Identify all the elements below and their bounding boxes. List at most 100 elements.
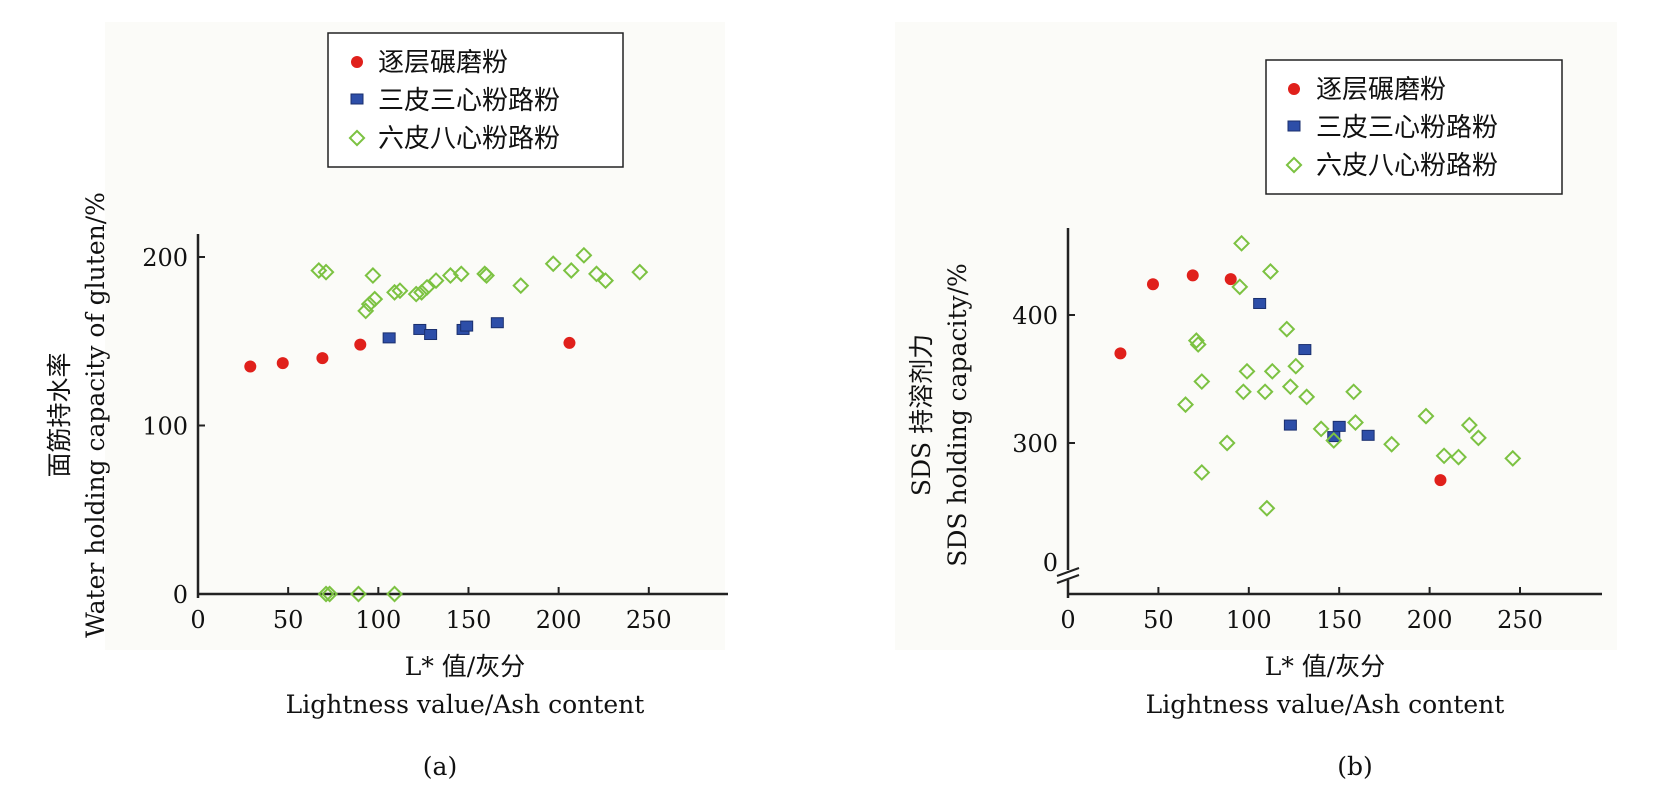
panel-b-point-6b8m-flour bbox=[1193, 373, 1211, 391]
panel-a-y-label-en: Water holding capacity of gluten/% bbox=[81, 192, 110, 638]
panel-a-legend-box bbox=[327, 32, 624, 168]
panel-b-point-6b8m-flour bbox=[1231, 278, 1249, 296]
panel-b-point-layered-milling bbox=[1186, 269, 1199, 282]
panel-a-x-tick-label: 50 bbox=[273, 606, 304, 634]
panel-a-y-label-cn: 面筋持水率 bbox=[45, 352, 74, 477]
panel-b-point-6b8m-flour bbox=[1262, 262, 1279, 280]
panel-b-point-6b8m-flour bbox=[1325, 431, 1343, 449]
panel-b-point-layered-milling bbox=[1114, 347, 1127, 360]
panel-b-point-6b8m-flour bbox=[1417, 407, 1435, 425]
panel-a-x-tick-label: 100 bbox=[355, 606, 401, 634]
panel-b-legend-label-1: 逐层碾磨粉 bbox=[1316, 75, 1446, 105]
panel-b-y-label-cn: SDS 持溶剂力 bbox=[907, 334, 936, 496]
panel-b-point-6b8m-flour bbox=[1450, 448, 1468, 466]
panel-a-legend-label-2: 三皮三心粉路粉 bbox=[378, 86, 560, 116]
panel-a-x-label-cn: L* 值/灰分 bbox=[405, 652, 525, 681]
panel-b-point-3b3m-flour bbox=[1361, 429, 1375, 441]
panel-a-caption: (a) bbox=[423, 752, 457, 781]
panel-a-point-6b8m-flour bbox=[478, 267, 495, 285]
panel-b-point-6b8m-flour bbox=[1187, 332, 1205, 350]
panel-b-point-layered-milling bbox=[1146, 278, 1159, 291]
panel-b-legend-marker-2 bbox=[1287, 120, 1301, 132]
panel-a-point-6b8m-flour bbox=[391, 282, 409, 300]
panel-a-point-3b3m-flour bbox=[490, 317, 504, 329]
panel-a-point-6b8m-flour bbox=[386, 585, 404, 603]
panel-a-x-label-en: Lightness value/Ash content bbox=[286, 690, 645, 719]
panel-b-y-tick-label: 0 bbox=[1043, 549, 1058, 577]
panel-a-point-6b8m-flour bbox=[418, 278, 436, 296]
panel-a-point-layered-milling bbox=[354, 338, 367, 351]
panel-a-point-6b8m-flour bbox=[544, 255, 562, 273]
panel-a-legend-label-3: 六皮八心粉路粉 bbox=[378, 124, 560, 154]
panel-a-y-tick-label: 100 bbox=[142, 413, 188, 441]
panel-a-x-tick-label: 200 bbox=[536, 606, 582, 634]
panel-b-x-tick-label: 0 bbox=[1060, 606, 1075, 634]
panel-a-point-layered-milling bbox=[244, 360, 257, 373]
panel-b-point-3b3m-flour bbox=[1298, 344, 1312, 356]
panel-a-legend-marker-3 bbox=[348, 129, 366, 147]
panel-b-x-tick-label: 250 bbox=[1497, 606, 1543, 634]
panel-a-point-6b8m-flour bbox=[588, 265, 605, 283]
panel-a-point-layered-milling bbox=[316, 352, 329, 365]
panel-a-y-tick-label: 0 bbox=[173, 581, 188, 609]
panel-b-legend: 逐层碾磨粉 三皮三心粉路粉 六皮八心粉路粉 bbox=[1265, 59, 1563, 195]
panel-b-point-6b8m-flour bbox=[1287, 357, 1305, 375]
panel-a-point-6b8m-flour bbox=[310, 261, 328, 279]
panel-b-y-label-en: SDS holding capacity/% bbox=[943, 263, 972, 567]
panel-a-point-6b8m-flour bbox=[349, 585, 367, 603]
panel-b-x-tick-label: 50 bbox=[1143, 606, 1174, 634]
panel-b-legend-label-3: 六皮八心粉路粉 bbox=[1316, 151, 1498, 181]
panel-a-point-6b8m-flour bbox=[413, 283, 431, 301]
panel-b-legend-label-2: 三皮三心粉路粉 bbox=[1316, 113, 1498, 143]
panel-a-legend-marker-1 bbox=[351, 56, 363, 68]
panel-b-point-6b8m-flour bbox=[1469, 429, 1487, 447]
panel-a-x-tick-label: 150 bbox=[446, 606, 492, 634]
panel-a-point-6b8m-flour bbox=[441, 267, 459, 285]
panel-a-point-3b3m-flour bbox=[424, 329, 438, 341]
panel-a-point-layered-milling bbox=[563, 336, 576, 349]
panel-b-point-layered-milling bbox=[1224, 273, 1237, 286]
panel-a-point-3b3m-flour bbox=[382, 332, 396, 344]
panel-b-x-label-cn: L* 值/灰分 bbox=[1265, 652, 1385, 681]
panel-b-point-3b3m-flour bbox=[1253, 297, 1267, 309]
panel-b-caption: (b) bbox=[1337, 752, 1373, 781]
panel-b-point-6b8m-flour bbox=[1504, 449, 1522, 467]
panel-b-point-6b8m-flour bbox=[1234, 383, 1252, 401]
panel-a-x-tick-label: 0 bbox=[190, 606, 205, 634]
panel-b-point-6b8m-flour bbox=[1278, 320, 1296, 338]
panel-a-legend: 逐层碾磨粉 三皮三心粉路粉 六皮八心粉路粉 bbox=[327, 32, 624, 168]
panel-b-legend-marker-1 bbox=[1288, 83, 1300, 95]
panel-a-point-layered-milling bbox=[276, 357, 289, 370]
panel-b-point-6b8m-flour bbox=[1383, 435, 1401, 453]
panel-b-point-layered-milling bbox=[1434, 474, 1447, 487]
panel-b-point-6b8m-flour bbox=[1177, 396, 1195, 414]
panel-a-point-6b8m-flour bbox=[364, 267, 382, 285]
panel-a-point-6b8m-flour bbox=[597, 272, 615, 290]
panel-a-point-6b8m-flour bbox=[427, 272, 445, 290]
panel-b-point-6b8m-flour bbox=[1312, 420, 1330, 438]
panel-b-point-3b3m-flour bbox=[1332, 420, 1346, 432]
panel-a-legend-label-1: 逐层碾磨粉 bbox=[378, 48, 508, 78]
panel-b-point-6b8m-flour bbox=[1233, 234, 1251, 252]
panel-a-point-6b8m-flour bbox=[317, 585, 335, 603]
panel-a-legend-marker-2 bbox=[350, 93, 364, 105]
panel-a-point-6b8m-flour bbox=[452, 265, 470, 283]
panel-b-x-tick-label: 150 bbox=[1316, 606, 1362, 634]
panel-b-point-6b8m-flour bbox=[1193, 463, 1211, 481]
panel-b-x-tick-label: 100 bbox=[1226, 606, 1272, 634]
panel-b-point-6b8m-flour bbox=[1460, 416, 1478, 434]
panel-b-axis-break bbox=[1056, 567, 1080, 584]
panel-a-y-tick-label: 200 bbox=[142, 244, 188, 272]
panel-a-point-6b8m-flour bbox=[631, 263, 649, 281]
panel-b-point-6b8m-flour bbox=[1256, 383, 1274, 401]
panel-b-y-tick-label: 300 bbox=[1012, 430, 1058, 458]
panel-a-point-6b8m-flour bbox=[357, 302, 375, 320]
panel-a-point-3b3m-flour bbox=[413, 323, 427, 335]
panel-a-point-6b8m-flour bbox=[575, 246, 593, 264]
panel-a-point-3b3m-flour bbox=[460, 320, 474, 332]
panel-b-point-6b8m-flour bbox=[1258, 499, 1276, 517]
panel-a-x-tick-label: 250 bbox=[626, 606, 672, 634]
panel-b-y-tick-label: 400 bbox=[1012, 302, 1058, 330]
panel-b-legend-marker-3 bbox=[1285, 156, 1303, 174]
panel-b-point-6b8m-flour bbox=[1189, 335, 1207, 353]
